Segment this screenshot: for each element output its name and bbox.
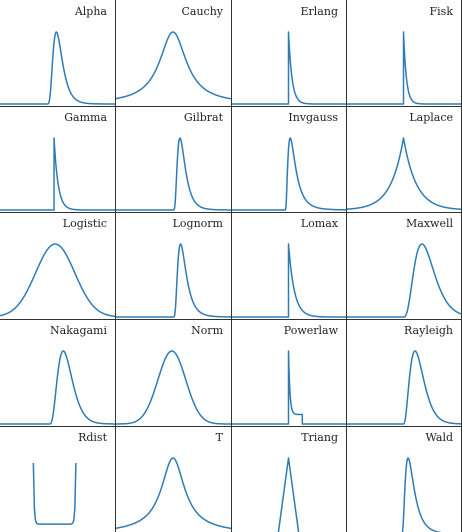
curve-cauchy (114, 31, 232, 100)
panel-title-alpha: Alpha (74, 5, 108, 18)
curve-alpha (0, 31, 116, 105)
panel-t: T (114, 431, 232, 530)
panel-title-gilbrat: Gilbrat (184, 111, 224, 124)
panel-cauchy: Cauchy (114, 5, 232, 100)
panel-title-erlang: Erlang (301, 5, 339, 18)
curve-laplace (345, 137, 462, 210)
panel-title-laplace: Laplace (409, 111, 453, 124)
curve-erlang (230, 31, 347, 105)
panel-erlang: Erlang (230, 5, 347, 105)
panel-fisk: Fisk (345, 5, 462, 105)
panel-title-triang: Triang (301, 431, 338, 444)
panel-lomax: Lomax (230, 217, 347, 318)
curve-norm (114, 350, 232, 425)
panel-gilbrat: Gilbrat (114, 111, 232, 211)
panel-title-wald: Wald (426, 431, 453, 444)
panel-title-cauchy: Cauchy (181, 5, 223, 18)
panel-title-invgauss: Invgauss (288, 111, 338, 124)
curve-lomax (230, 243, 347, 318)
panel-title-lognorm: Lognorm (173, 217, 224, 230)
panel-laplace: Laplace (345, 111, 462, 210)
panel-title-norm: Norm (191, 324, 224, 337)
panel-title-nakagami: Nakagami (50, 324, 107, 337)
curve-powerlaw (231, 350, 346, 425)
panel-gamma: Gamma (0, 111, 116, 211)
curve-rayleigh (345, 350, 462, 425)
curve-nakagami (0, 350, 116, 425)
curve-triang (277, 457, 300, 532)
curve-wald (401, 457, 443, 532)
panel-logistic: Logistic (0, 217, 116, 318)
panel-rayleigh: Rayleigh (345, 324, 462, 425)
curve-invgauss (230, 137, 347, 211)
curve-gamma (0, 137, 116, 211)
panel-title-fisk: Fisk (430, 5, 454, 18)
curve-rdist (32, 462, 77, 525)
panel-triang: Triang (277, 431, 338, 532)
panel-lognorm: Lognorm (114, 217, 232, 318)
curve-lognorm (114, 243, 232, 318)
panel-alpha: Alpha (0, 5, 116, 105)
curve-logistic (0, 243, 116, 318)
panel-title-maxwell: Maxwell (406, 217, 453, 230)
curve-maxwell (345, 243, 462, 318)
panel-title-rdist: Rdist (78, 431, 107, 444)
panel-maxwell: Maxwell (345, 217, 462, 318)
panel-title-t: T (216, 431, 224, 444)
panel-title-lomax: Lomax (301, 217, 339, 230)
curve-fisk (345, 31, 462, 105)
panel-wald: Wald (401, 431, 453, 532)
panel-title-powerlaw: Powerlaw (284, 324, 339, 337)
panel-title-logistic: Logistic (63, 217, 107, 230)
panel-rdist: Rdist (32, 431, 108, 525)
panel-powerlaw: Powerlaw (231, 324, 346, 425)
panel-norm: Norm (114, 324, 232, 425)
panel-invgauss: Invgauss (230, 111, 347, 211)
panel-title-rayleigh: Rayleigh (404, 324, 453, 337)
curve-t (114, 457, 232, 530)
panel-nakagami: Nakagami (0, 324, 116, 425)
panel-title-gamma: Gamma (64, 111, 107, 124)
curve-gilbrat (114, 137, 232, 211)
